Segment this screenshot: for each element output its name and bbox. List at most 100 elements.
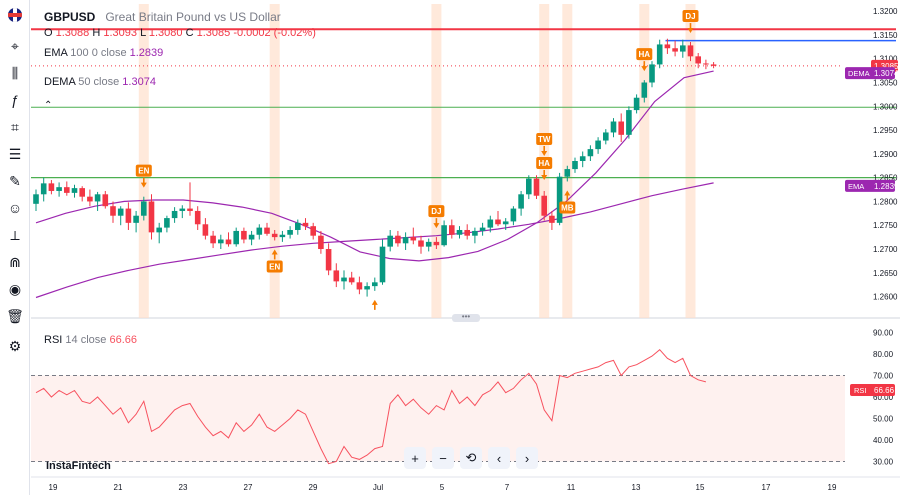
ema-legend[interactable]: EMA 100 0 close 1.2839 <box>44 47 163 59</box>
ema-price-badge <box>845 179 895 192</box>
candle-body <box>48 183 55 191</box>
candle-body <box>148 201 155 233</box>
pane-resize-handle[interactable]: ••• <box>452 313 480 322</box>
time-tick-label: 23 <box>179 483 188 492</box>
zoom-out-button[interactable]: − <box>432 447 454 469</box>
ema-badge-value: 1.2839 <box>874 182 899 191</box>
rsi-tick-label: 40.00 <box>873 436 894 445</box>
signal-badge[interactable] <box>636 48 653 61</box>
signal-badge[interactable] <box>266 260 283 273</box>
symbol-header: GBPUSD Great Britain Pound vs US Dollar <box>44 10 281 24</box>
ema-legend-name: EMA <box>44 47 68 59</box>
candle-body <box>318 235 324 250</box>
ohlc-open: 1.3088 <box>55 27 90 39</box>
trendline-icon[interactable]: ⫼ <box>11 64 19 81</box>
signal-label-mb: MB <box>561 203 574 212</box>
candle-body <box>502 221 509 225</box>
candle-body <box>433 241 440 246</box>
brush-icon[interactable]: ✎ <box>9 172 21 189</box>
signal-badge[interactable] <box>536 156 553 169</box>
candle-body <box>225 239 232 245</box>
candle-body <box>441 225 447 246</box>
candle-body <box>695 56 701 64</box>
price-tick-label: 1.2700 <box>873 245 898 254</box>
dema-50-line <box>35 70 714 262</box>
ohlc-o-label: O <box>44 27 53 39</box>
candle-body <box>310 226 316 236</box>
signal-badge[interactable] <box>536 132 553 145</box>
signal-arrow-down <box>687 28 694 34</box>
candle-body <box>518 194 524 209</box>
time-tick-label: 19 <box>49 483 58 492</box>
trash-icon[interactable]: 🗑 <box>6 307 24 324</box>
time-tick-label: 7 <box>505 483 510 492</box>
time-tick-label: 27 <box>244 483 253 492</box>
pattern-icon[interactable]: ⌗ <box>11 118 19 135</box>
candle-body <box>487 219 494 228</box>
price-tick-label: 1.2600 <box>873 293 898 302</box>
magnet-icon[interactable]: ⋒ <box>9 253 21 270</box>
symbol-ticker: GBPUSD <box>44 10 96 24</box>
candle-body <box>187 208 193 211</box>
dema-legend[interactable]: DEMA 50 close 1.3074 <box>44 76 156 88</box>
signal-arrow-up <box>564 190 571 196</box>
candle-body <box>264 227 270 234</box>
dema-legend-value: 1.3074 <box>122 76 156 88</box>
candle-body <box>672 48 678 52</box>
candle-body <box>564 169 571 177</box>
candle-body <box>587 149 594 157</box>
candle-body <box>710 64 717 66</box>
ohlc-c-label: C <box>185 27 194 39</box>
candle-body <box>71 188 78 193</box>
zoom-in-button[interactable]: + <box>404 447 426 469</box>
signal-arrow-up <box>271 249 278 255</box>
candle-body <box>472 230 478 236</box>
candle-body <box>656 44 663 65</box>
reset-chart-button[interactable]: ⟲ <box>460 447 482 469</box>
fibonacci-icon[interactable]: ☰ <box>8 145 22 162</box>
signal-badge[interactable] <box>682 10 699 23</box>
signal-badge[interactable] <box>135 164 152 177</box>
candle-body <box>79 188 85 197</box>
collapse-legend-icon[interactable]: ⌃ <box>44 100 53 111</box>
price-tick-label: 1.2800 <box>873 197 898 206</box>
ruler-icon[interactable]: ⟂ <box>10 226 20 243</box>
candle-body <box>202 224 209 236</box>
settings-icon[interactable]: ⚙ <box>8 337 22 354</box>
signal-arrow-down <box>140 182 147 188</box>
candle-body <box>110 206 116 216</box>
scroll-back-button[interactable]: ‹ <box>488 447 510 469</box>
signal-badge[interactable] <box>559 201 576 214</box>
signal-arrow-down <box>433 223 440 229</box>
rsi-badge-name: RSI <box>854 386 867 395</box>
eye-icon[interactable]: ◉ <box>8 280 22 297</box>
signal-highlight-column <box>562 4 573 318</box>
candle-body <box>87 196 93 202</box>
formula-icon[interactable]: ƒ <box>11 92 19 108</box>
signal-label-en: EN <box>269 262 280 271</box>
rsi-tick-label: 70.00 <box>873 371 894 380</box>
price-tick-label: 1.2900 <box>873 150 898 159</box>
emoji-icon[interactable]: ☺ <box>7 200 23 216</box>
candle-body <box>603 132 609 141</box>
signal-badge[interactable] <box>428 205 445 218</box>
rsi-legend[interactable]: RSI 14 close 66.66 <box>44 334 137 346</box>
time-tick-label: 17 <box>762 483 771 492</box>
candle-body <box>664 44 671 49</box>
signal-label-ha: HA <box>538 159 550 168</box>
candle-body <box>164 218 170 228</box>
crosshair-icon[interactable]: ⌖ <box>11 37 19 54</box>
candle-body <box>680 45 686 52</box>
candle-body <box>248 234 255 240</box>
candle-body <box>449 225 455 235</box>
time-tick-label: 5 <box>440 483 445 492</box>
last-price-text: 1.3085 <box>874 62 899 71</box>
scroll-forward-button[interactable]: › <box>516 447 538 469</box>
candle-body <box>687 45 694 57</box>
candle-body <box>279 234 286 238</box>
candle-body <box>418 240 424 247</box>
rsi-price-badge <box>850 383 895 396</box>
candle-body <box>256 227 263 235</box>
candle-body <box>572 161 578 170</box>
